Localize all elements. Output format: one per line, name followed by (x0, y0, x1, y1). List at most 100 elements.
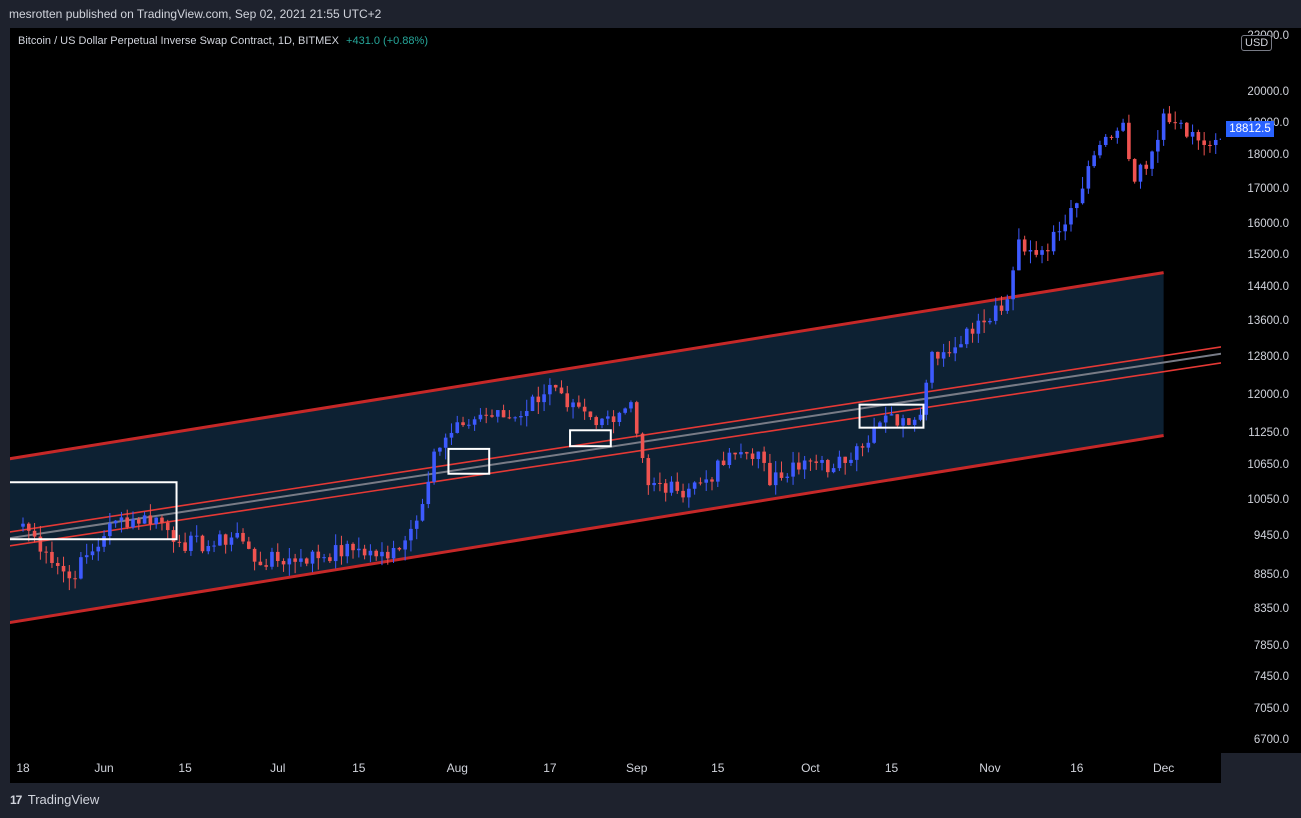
candle (1028, 240, 1033, 264)
tradingview-brand[interactable]: 17 TradingView (10, 792, 99, 807)
candle (119, 511, 124, 533)
candle (669, 476, 674, 496)
candle (96, 537, 101, 561)
channel-upper-line[interactable] (10, 271, 1164, 461)
candle (797, 452, 801, 475)
candle (907, 418, 911, 426)
channel-mid-red-lower-line[interactable] (10, 361, 1221, 547)
price-chart[interactable] (10, 28, 1221, 753)
candle (385, 545, 390, 565)
candle (374, 549, 378, 561)
candle (762, 446, 766, 472)
candle (102, 530, 106, 553)
candle (854, 443, 859, 472)
candle (582, 398, 587, 420)
candle (930, 350, 934, 389)
candle (241, 528, 245, 545)
price-tick-label: 13600.0 (1247, 314, 1289, 327)
candle (588, 411, 593, 420)
candle (258, 551, 263, 566)
candle (605, 410, 610, 426)
channel-lower-line[interactable] (10, 434, 1164, 625)
candle (1040, 246, 1044, 264)
candle (548, 378, 552, 406)
candle (565, 385, 570, 412)
candle (409, 520, 413, 552)
time-axis[interactable]: 18 Jun 15 Jul 15 Aug 17 Sep 15 Oct 15 Nov 16 Dec (10, 753, 1221, 783)
candle (501, 404, 506, 418)
candle (750, 448, 755, 466)
channel-mid-red-upper-line[interactable] (10, 345, 1221, 533)
candle (61, 556, 66, 583)
candle (1080, 176, 1085, 205)
candle (328, 553, 332, 563)
candle (866, 435, 871, 453)
price-tick-label: 8350.0 (1253, 603, 1289, 616)
candle (808, 458, 813, 471)
candle (281, 558, 286, 572)
candle (189, 531, 193, 556)
price-tick-label: 7050.0 (1253, 703, 1289, 716)
price-tick-label: 9450.0 (1253, 530, 1289, 543)
candle (1011, 266, 1015, 311)
candle (536, 386, 541, 415)
candle (1190, 124, 1195, 145)
candle (287, 547, 292, 576)
price-axis[interactable]: 22000.020000.019000.018000.017000.016000… (1221, 28, 1301, 753)
candle (1132, 158, 1137, 184)
candle (988, 318, 992, 325)
candle (1138, 163, 1143, 189)
highlight-boxes (10, 403, 925, 541)
highlight-box[interactable] (447, 447, 491, 475)
channel-mid-gray-line[interactable] (10, 352, 1221, 540)
highlight-box[interactable] (858, 403, 925, 429)
currency-button[interactable]: USD (1241, 35, 1273, 51)
price-tick-label: 7450.0 (1253, 670, 1289, 683)
candle (941, 343, 946, 367)
channel-fill (10, 272, 1164, 623)
candle (357, 537, 361, 558)
candle (1121, 118, 1125, 132)
time-tick-label: 18 (16, 761, 30, 775)
candle (1063, 214, 1067, 241)
publisher-text: mesrotten published on TradingView.com, … (9, 7, 382, 21)
candle (530, 394, 535, 412)
candle (577, 395, 581, 409)
candle (953, 336, 957, 362)
candle (1213, 133, 1218, 154)
candle (264, 558, 268, 571)
candle (617, 411, 622, 427)
candle (426, 471, 431, 509)
candle (148, 504, 153, 531)
candle (1098, 140, 1102, 159)
candle (802, 455, 807, 479)
candle (160, 515, 164, 531)
candle (131, 511, 135, 530)
time-tick-label: Jul (270, 761, 286, 775)
candle (837, 450, 842, 471)
candle (484, 407, 488, 424)
candle (270, 547, 274, 570)
candle (1115, 127, 1120, 144)
candle (218, 530, 222, 546)
time-tick-label: 15 (711, 761, 725, 775)
candle (79, 551, 83, 580)
candle (524, 399, 529, 427)
price-tick-label: 7850.0 (1253, 639, 1289, 652)
highlight-box[interactable] (569, 429, 612, 448)
chart-pane[interactable]: Bitcoin / US Dollar Perpetual Inverse Sw… (10, 28, 1221, 753)
highlight-box[interactable] (10, 481, 178, 541)
candle (1092, 150, 1096, 168)
candle (414, 515, 419, 540)
candle (391, 540, 396, 563)
candle (594, 415, 599, 429)
candle (55, 557, 60, 575)
candle (658, 472, 662, 492)
candle (936, 351, 940, 366)
candle (1156, 130, 1160, 163)
candle (959, 335, 963, 348)
candle (785, 473, 790, 483)
candle (420, 498, 425, 522)
candle (553, 384, 558, 392)
candle (362, 544, 367, 560)
